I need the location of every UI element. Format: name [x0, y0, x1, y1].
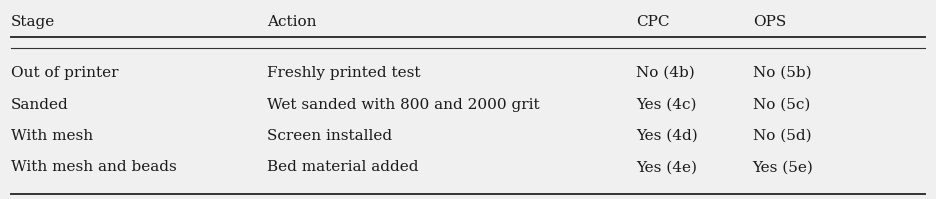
Text: Screen installed: Screen installed — [268, 129, 392, 143]
Text: No (5c): No (5c) — [753, 98, 810, 111]
Text: Freshly printed test: Freshly printed test — [268, 66, 421, 80]
Text: No (4b): No (4b) — [636, 66, 695, 80]
Text: No (5b): No (5b) — [753, 66, 812, 80]
Text: OPS: OPS — [753, 15, 786, 29]
Text: Out of printer: Out of printer — [10, 66, 118, 80]
Text: Yes (4d): Yes (4d) — [636, 129, 697, 143]
Text: CPC: CPC — [636, 15, 669, 29]
Text: Action: Action — [268, 15, 317, 29]
Text: Sanded: Sanded — [10, 98, 68, 111]
Text: Yes (4e): Yes (4e) — [636, 160, 697, 174]
Text: Wet sanded with 800 and 2000 grit: Wet sanded with 800 and 2000 grit — [268, 98, 540, 111]
Text: Stage: Stage — [10, 15, 55, 29]
Text: With mesh: With mesh — [10, 129, 93, 143]
Text: Yes (5e): Yes (5e) — [753, 160, 813, 174]
Text: Bed material added: Bed material added — [268, 160, 418, 174]
Text: No (5d): No (5d) — [753, 129, 812, 143]
Text: With mesh and beads: With mesh and beads — [10, 160, 177, 174]
Text: Yes (4c): Yes (4c) — [636, 98, 696, 111]
